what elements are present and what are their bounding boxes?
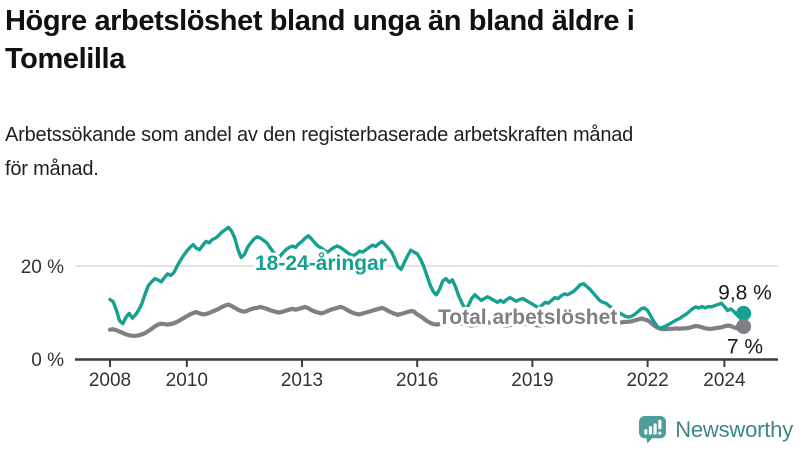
x-axis-label: 2019	[511, 370, 553, 391]
page-title-line1: Högre arbetslöshet bland unga än bland ä…	[5, 5, 635, 37]
series-line-total	[107, 302, 746, 338]
newsworthy-logo-text: Newsworthy	[675, 416, 793, 442]
x-axis-label: 2010	[166, 370, 208, 391]
x-axis-label: 2013	[281, 370, 323, 391]
newsworthy-logo[interactable]: Newsworthy	[638, 415, 793, 444]
x-axis-label: 2024	[703, 370, 746, 391]
chart-header: Högre arbetslöshet bland unga än bland ä…	[5, 2, 795, 186]
x-axis-label: 2008	[89, 370, 131, 391]
series-line-young	[108, 225, 746, 330]
page-title-line2: Tomelilla	[5, 43, 125, 75]
page-subtitle-line2: för månad.	[5, 158, 99, 180]
page-subtitle: Arbetssökande som andel av den registerb…	[5, 118, 795, 186]
bar-chart-speech-bubble-icon	[639, 416, 667, 444]
end-dot-total	[736, 318, 752, 334]
x-axis-label: 2022	[626, 370, 668, 391]
y-axis-label: 0 %	[31, 350, 64, 371]
series-label-total: Total arbetslöshet	[438, 306, 617, 329]
page-title: Högre arbetslöshet bland unga än bland ä…	[5, 2, 795, 78]
end-value-young: 9,8 %	[718, 281, 772, 304]
end-value-total: 7 %	[727, 335, 763, 358]
x-axis-label: 2016	[396, 370, 438, 391]
series-label-young: 18-24-åringar	[255, 252, 387, 275]
end-dot-young	[736, 305, 752, 321]
y-axis-label: 20 %	[21, 257, 64, 278]
page-subtitle-line1: Arbetssökande som andel av den registerb…	[5, 124, 634, 146]
